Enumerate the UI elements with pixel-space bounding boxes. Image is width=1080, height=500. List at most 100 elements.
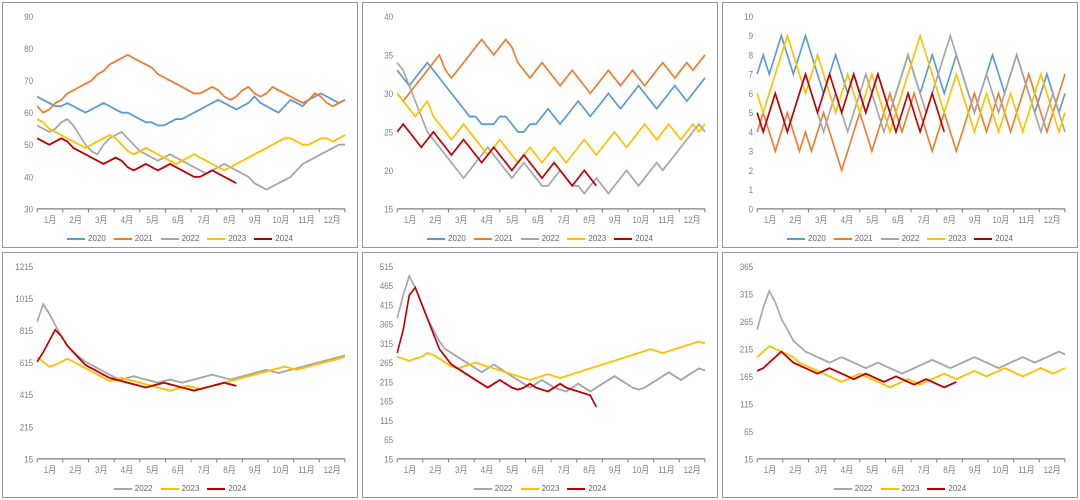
legend-item-2023: 2023 [881,484,920,493]
y-tick-label: 115 [740,399,753,410]
legend-label: 2022 [902,234,920,243]
chart-area: 15651151652152653153651月2月3月4月5月6月7月8月9月… [723,253,1077,482]
x-tick-label: 8月 [943,214,956,225]
x-tick-label: 9月 [609,464,622,475]
y-tick-label: 65 [384,435,393,446]
x-tick-label: 5月 [506,464,519,475]
series-2023 [37,119,345,170]
series-2022 [37,304,345,383]
y-tick-label: 15 [384,204,393,215]
chart-grid: 304050607080901月2月3月4月5月6月7月8月9月10月11月12… [0,0,1080,500]
legend-swatch [427,238,445,240]
legend-label: 2023 [948,234,966,243]
x-tick-label: 10月 [632,214,649,225]
y-tick-label: 9 [749,31,754,42]
legend-label: 2023 [228,234,246,243]
x-tick-label: 5月 [506,214,519,225]
y-tick-label: 165 [380,396,394,407]
x-tick-label: 5月 [866,464,879,475]
legend-label: 2022 [542,234,560,243]
legend-item-2023: 2023 [521,484,560,493]
x-tick-label: 7月 [558,214,571,225]
legend-swatch [161,238,179,240]
legend-swatch [67,238,85,240]
chart-panel-p1: 304050607080901月2月3月4月5月6月7月8月9月10月11月12… [2,2,358,248]
x-tick-label: 1月 [404,214,417,225]
legend-item-2023: 2023 [927,234,966,243]
x-tick-label: 3月 [815,464,828,475]
legend-label: 2023 [902,484,920,493]
chart-svg: 15215415615815101512151月2月3月4月5月6月7月8月9月… [9,257,351,480]
x-tick-label: 1月 [764,214,777,225]
legend-swatch [834,238,852,240]
y-tick-label: 25 [384,127,393,138]
y-tick-label: 515 [380,261,394,272]
y-tick-label: 40 [384,11,393,22]
x-tick-label: 1月 [764,464,777,475]
y-tick-label: 165 [740,371,754,382]
legend-label: 2021 [135,234,153,243]
chart-area: 304050607080901月2月3月4月5月6月7月8月9月10月11月12… [3,3,357,232]
legend-swatch [521,238,539,240]
y-tick-label: 15 [24,454,33,465]
x-tick-label: 5月 [146,214,159,225]
y-tick-label: 30 [24,204,33,215]
legend-swatch [787,238,805,240]
y-tick-label: 15 [744,454,753,465]
legend-label: 2021 [495,234,513,243]
legend-swatch [974,238,992,240]
legend-item-2021: 2021 [834,234,873,243]
series-2024 [397,288,596,407]
legend-swatch [927,488,945,490]
y-tick-label: 315 [380,338,394,349]
legend-item-2023: 2023 [567,234,606,243]
x-tick-label: 6月 [892,214,905,225]
x-tick-label: 8月 [223,214,236,225]
x-tick-label: 6月 [532,214,545,225]
chart-svg: 304050607080901月2月3月4月5月6月7月8月9月10月11月12… [9,7,351,230]
y-tick-label: 8 [749,50,754,61]
legend: 2020 2021 2022 2023 2024 [3,232,357,247]
y-tick-label: 7 [749,69,754,80]
legend-label: 2022 [182,234,200,243]
series-2022 [757,291,1065,374]
chart-panel-p6: 15651151652152653153651月2月3月4月5月6月7月8月9月… [722,252,1078,498]
x-tick-label: 7月 [198,464,211,475]
y-tick-label: 415 [380,300,394,311]
x-tick-label: 4月 [841,214,854,225]
chart-svg: 1520253035401月2月3月4月5月6月7月8月9月10月11月12月 [369,7,711,230]
x-tick-label: 8月 [223,464,236,475]
x-tick-label: 7月 [558,464,571,475]
legend-label: 2021 [855,234,873,243]
legend-item-2024: 2024 [254,234,293,243]
y-tick-label: 90 [24,11,33,22]
legend-swatch [567,488,585,490]
legend-item-2022: 2022 [881,234,920,243]
legend-swatch [114,488,132,490]
legend-item-2022: 2022 [521,234,560,243]
chart-svg: 15651151652152653153651月2月3月4月5月6月7月8月9月… [729,257,1071,480]
x-tick-label: 4月 [121,464,134,475]
x-tick-label: 1月 [44,214,57,225]
legend-swatch [567,238,585,240]
legend-item-2020: 2020 [67,234,106,243]
legend: 202220232024 [363,482,717,497]
x-tick-label: 12月 [684,464,701,475]
x-tick-label: 12月 [684,214,701,225]
x-tick-label: 2月 [789,464,802,475]
legend-swatch [114,238,132,240]
y-tick-label: 365 [740,261,754,272]
x-tick-label: 10月 [272,214,289,225]
x-tick-label: 12月 [324,464,341,475]
legend-label: 2024 [948,484,966,493]
legend-item-2024: 2024 [614,234,653,243]
chart-svg: 0123456789101月2月3月4月5月6月7月8月9月10月11月12月 [729,7,1071,230]
legend-swatch [474,488,492,490]
x-tick-label: 2月 [429,214,442,225]
x-tick-label: 2月 [429,464,442,475]
x-tick-label: 1月 [44,464,57,475]
legend-swatch [161,488,179,490]
legend-item-2023: 2023 [207,234,246,243]
legend-item-2024: 2024 [974,234,1013,243]
y-tick-label: 215 [20,422,34,433]
